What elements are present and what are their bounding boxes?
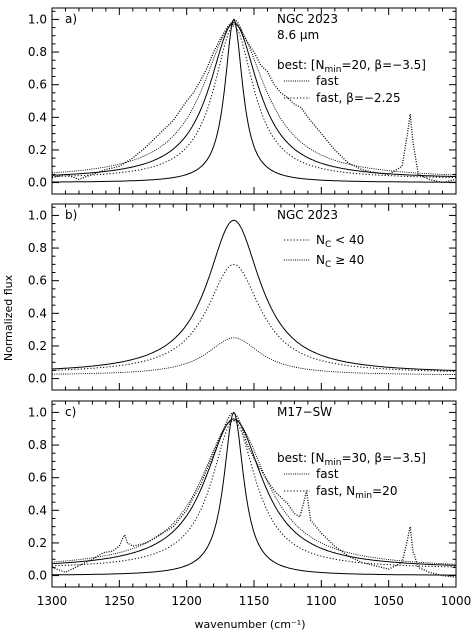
- panel-label: c): [65, 405, 76, 419]
- panel-label: a): [65, 12, 77, 26]
- x-tick-label: 1100: [306, 594, 337, 608]
- y-tick-label: 0.6: [28, 471, 47, 485]
- series-line-2-3: [51, 337, 456, 375]
- legend-label: fast, Nmin=20: [316, 484, 397, 501]
- legend-header: best: [Nmin=20, β=−3.5]: [277, 58, 426, 75]
- y-tick-label: 1.0: [28, 208, 47, 222]
- x-axis-title: wavenumber (cm⁻¹): [194, 618, 305, 631]
- x-tick-label: 1000: [441, 594, 472, 608]
- legend-label: NC < 40: [316, 233, 364, 250]
- y-tick-label: 0.8: [28, 241, 47, 255]
- plot-frame: [51, 203, 457, 391]
- y-tick-label: 0.6: [28, 274, 47, 288]
- legend-label: fast: [316, 74, 339, 88]
- series-line-1-5: [52, 25, 456, 178]
- y-tick-label: 0.2: [28, 339, 47, 353]
- series-line-3-3: [51, 418, 456, 566]
- y-tick-label: 1.0: [28, 12, 47, 26]
- y-tick-label: 0.4: [28, 306, 47, 320]
- panel-label: b): [65, 208, 77, 222]
- legend-header: best: [Nmin=30, β=−3.5]: [277, 451, 426, 468]
- legend-label: fast, β=−2.25: [316, 91, 401, 105]
- series-line-1-4: [51, 23, 457, 176]
- y-tick-label: 0.2: [28, 143, 47, 157]
- y-tick-label: 0.0: [28, 176, 47, 190]
- series-line-2-1: [51, 219, 456, 371]
- series-line-3-1: [51, 411, 457, 578]
- y-tick-label: 0.8: [28, 438, 47, 452]
- y-tick-label: 0.0: [28, 569, 47, 583]
- series-line-3-5: [51, 420, 456, 568]
- x-tick-label: 1250: [104, 594, 135, 608]
- series-line-2-2: [52, 263, 456, 372]
- x-tick-label: 1200: [171, 594, 202, 608]
- y-tick-label: 0.8: [28, 45, 47, 59]
- annotation-text: M17−SW: [277, 405, 332, 419]
- legend-label: NC ≥ 40: [316, 253, 364, 270]
- series-line-3-2: [51, 411, 456, 576]
- x-tick-label: 1050: [373, 594, 404, 608]
- annotation-text: NGC 2023: [277, 208, 338, 222]
- y-tick-label: 0.6: [28, 78, 47, 92]
- legend-label: fast: [316, 467, 339, 481]
- series-line-1-3: [51, 22, 457, 178]
- y-tick-label: 0.0: [28, 372, 47, 386]
- series-line-3-4: [51, 420, 457, 565]
- y-tick-label: 0.4: [28, 503, 47, 517]
- series-line-1-2: [52, 18, 456, 183]
- annotation-text: 8.6 μm: [277, 28, 319, 42]
- x-tick-label: 1300: [37, 594, 68, 608]
- y-tick-label: 0.2: [28, 536, 47, 550]
- y-axis-title: Normalized flux: [2, 274, 15, 361]
- y-tick-label: 1.0: [28, 405, 47, 419]
- x-tick-label: 1150: [239, 594, 270, 608]
- annotation-text: NGC 2023: [277, 12, 338, 26]
- y-tick-label: 0.4: [28, 110, 47, 124]
